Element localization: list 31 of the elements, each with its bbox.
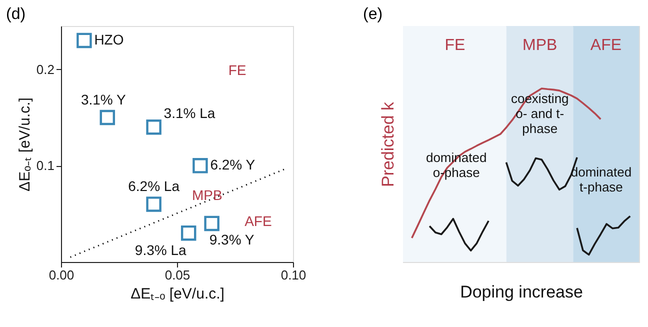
y-tick-label: 0.1 [36,158,54,174]
point [180,225,196,241]
point [192,158,208,174]
annotation: HZO [94,31,124,48]
chart-title: (d) [6,6,26,23]
y-tick-label: 0.2 [36,62,54,77]
annotation: 6.2% La [128,178,180,194]
annotation: 3.1% Y [80,92,126,108]
x-tick-label: 0.05 [164,268,190,282]
annotation: AFE [244,212,272,229]
annotation: 3.1% La [164,105,216,122]
point [146,120,162,135]
y-axis-title: ΔEₒ₋ₜ [eV/u.c.] [16,98,34,192]
annotation: MPB [192,186,222,203]
point [204,216,220,232]
text: AFE [590,36,622,54]
annotation: 9.3% La [134,242,186,258]
text: MPB [522,36,558,54]
x-axis-title: Doping increase [460,282,583,302]
annotation: FE [228,62,246,78]
text: FE [444,36,466,54]
annotation: 6.2% Y [210,156,256,173]
point [76,32,92,48]
chart-title: (e) [363,6,383,23]
x-tick-label: 0.00 [48,268,74,282]
y-axis-title: Predicted k [378,101,398,188]
point [100,110,116,126]
x-tick-label: 0.10 [280,268,306,282]
point [146,196,162,212]
x-axis-title: ΔEₜ₋ₒ [eV/u.c.] [130,286,224,302]
annotation: 9.3% Y [209,231,255,248]
